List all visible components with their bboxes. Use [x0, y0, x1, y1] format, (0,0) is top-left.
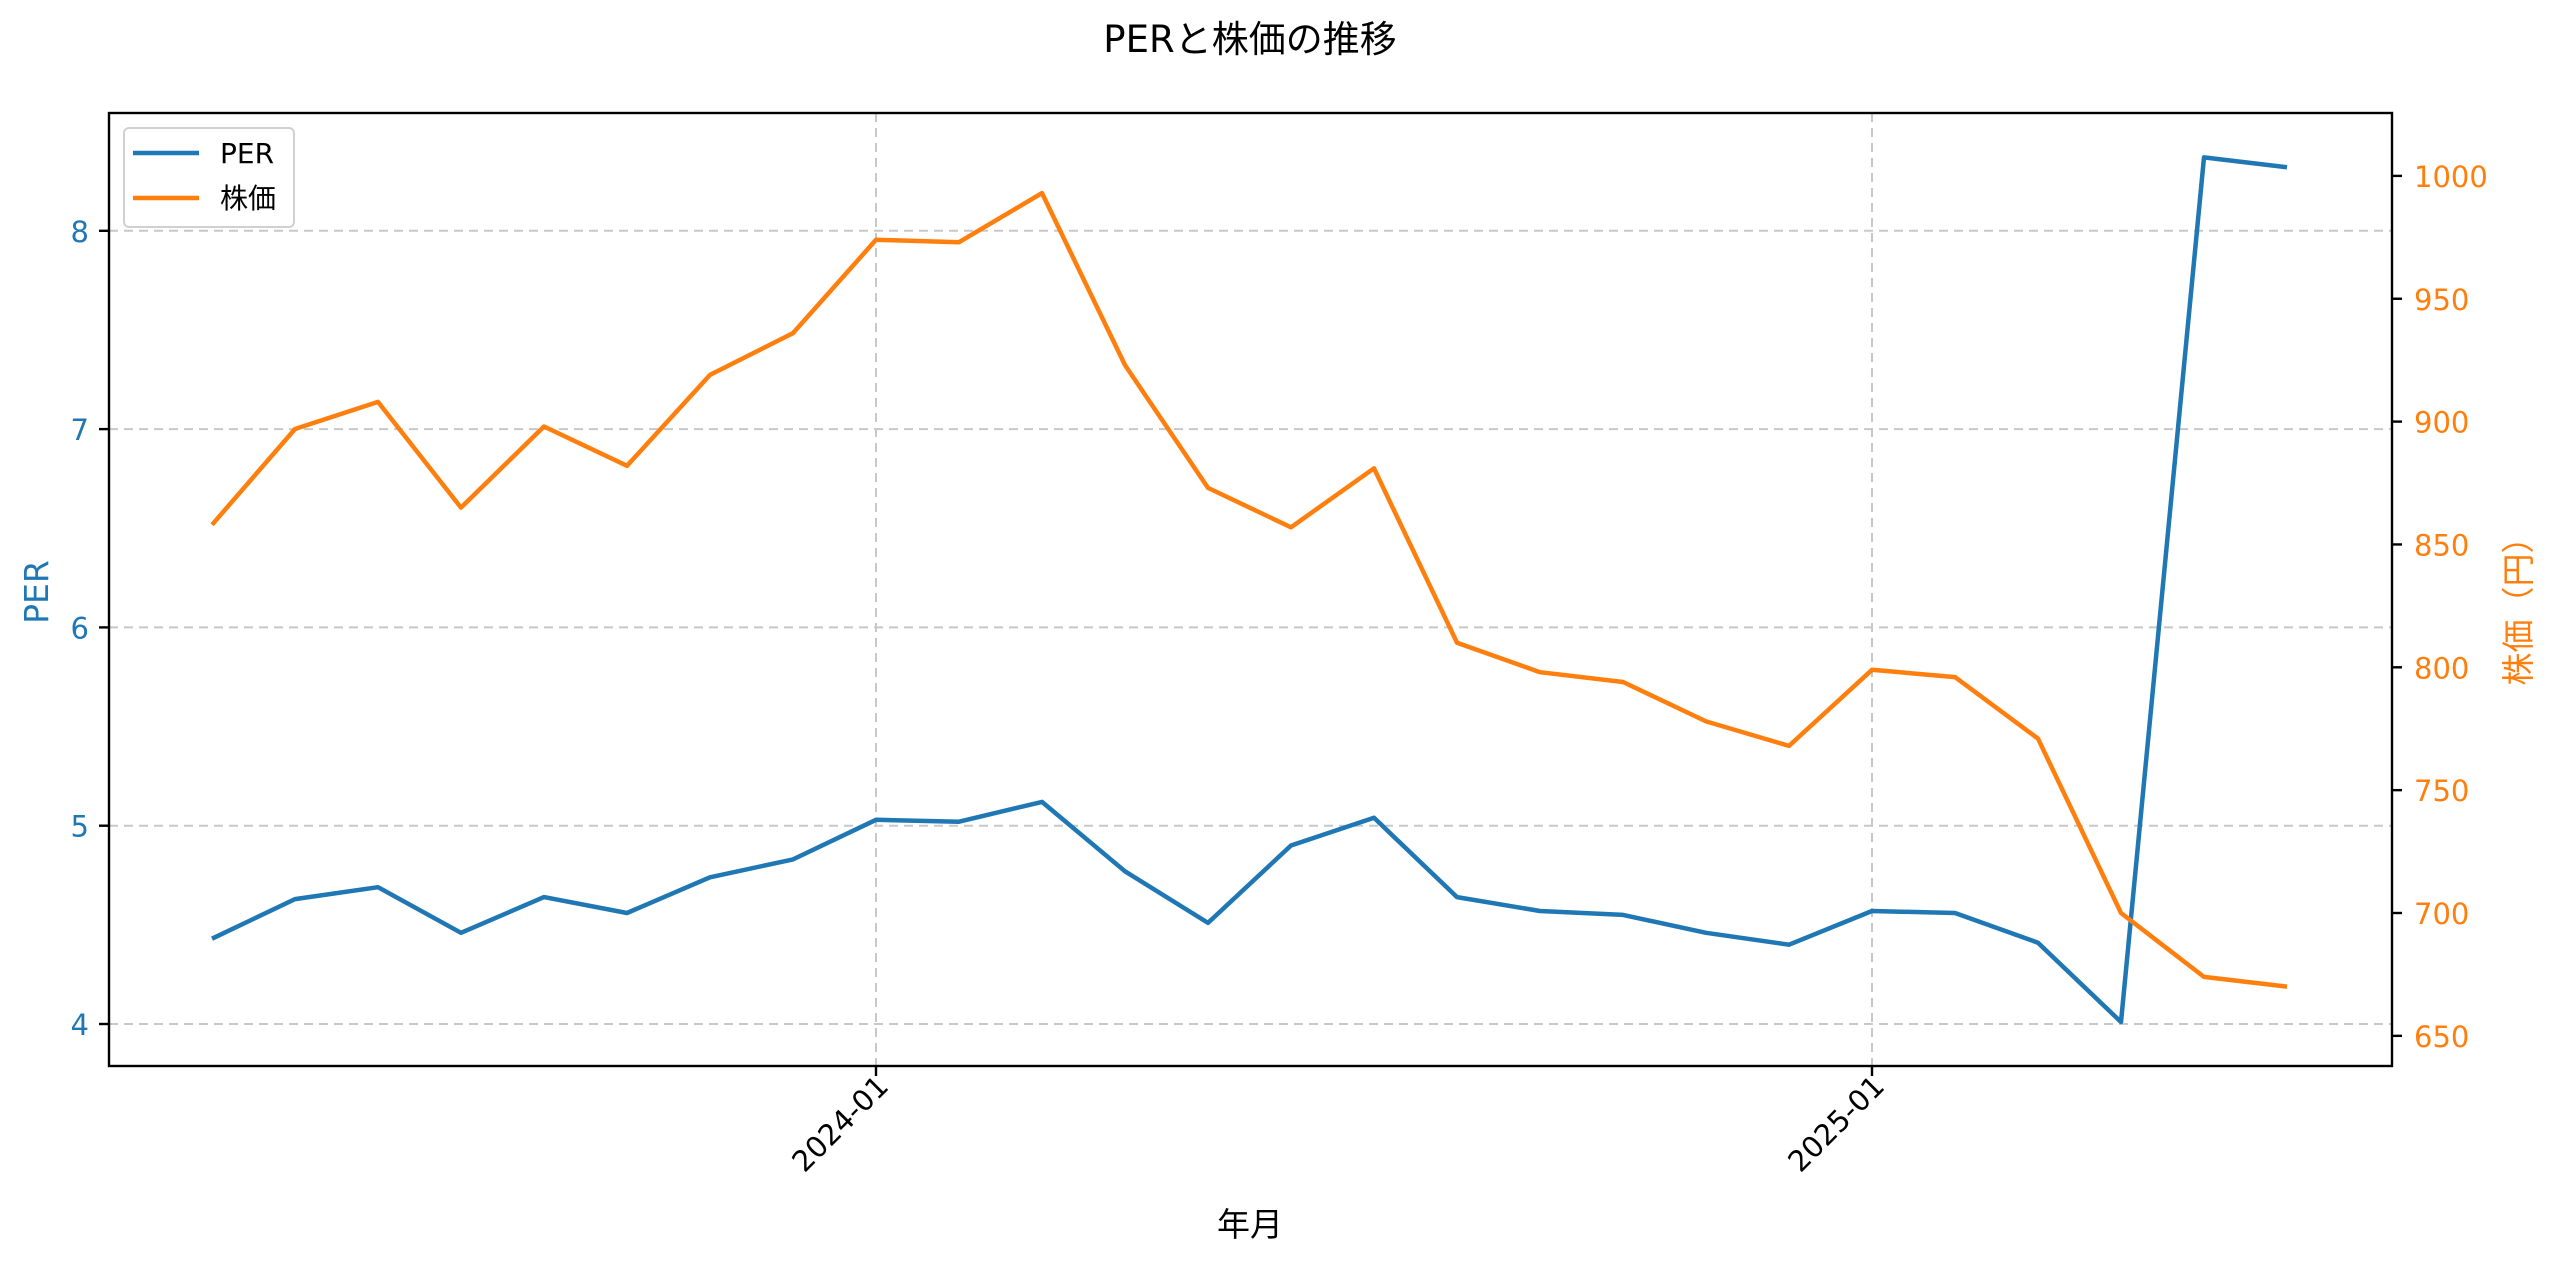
tick-label-left: 8	[71, 215, 89, 249]
y-axis-label-left: PER	[17, 560, 56, 624]
chart-title: PERと株価の推移	[1103, 18, 1396, 61]
tick-label-left: 7	[71, 413, 89, 447]
tick-label-left: 6	[71, 611, 89, 645]
series-lines	[210, 155, 2288, 1025]
tick-label-right: 800	[2414, 651, 2469, 685]
tick-label-right: 650	[2414, 1020, 2469, 1054]
per-line	[211, 155, 2288, 1025]
tick-label-right: 850	[2414, 528, 2469, 562]
tick-label-left: 4	[71, 1008, 89, 1042]
legend-label-per: PER	[220, 137, 274, 170]
left-y-axis-ticks: 4 5 6 7 8	[71, 215, 109, 1042]
stock-price-line	[210, 190, 2288, 989]
tick-label-right: 900	[2414, 406, 2469, 440]
x-axis-ticks: 2024-01 2025-01	[785, 1066, 1891, 1179]
plot-frame	[107, 111, 2394, 1068]
tick-label-right: 750	[2414, 774, 2469, 808]
gridlines	[109, 113, 2392, 1066]
tick-label-right: 700	[2414, 897, 2469, 931]
x-axis-label: 年月	[1217, 1205, 1283, 1244]
y-axis-label-right: 株価（円）	[2499, 521, 2538, 686]
tick-label-right: 950	[2414, 283, 2469, 317]
tick-label-left: 5	[71, 810, 89, 844]
right-y-axis-ticks: 650 700 750 800 850 900 950 1000	[2392, 160, 2488, 1054]
legend-label-stock-price: 株価	[220, 182, 276, 215]
tick-label-x: 2024-01	[785, 1069, 895, 1179]
tick-label-x: 2025-01	[1781, 1069, 1891, 1179]
legend: PER 株価	[123, 127, 295, 228]
tick-label-right: 1000	[2414, 160, 2488, 194]
